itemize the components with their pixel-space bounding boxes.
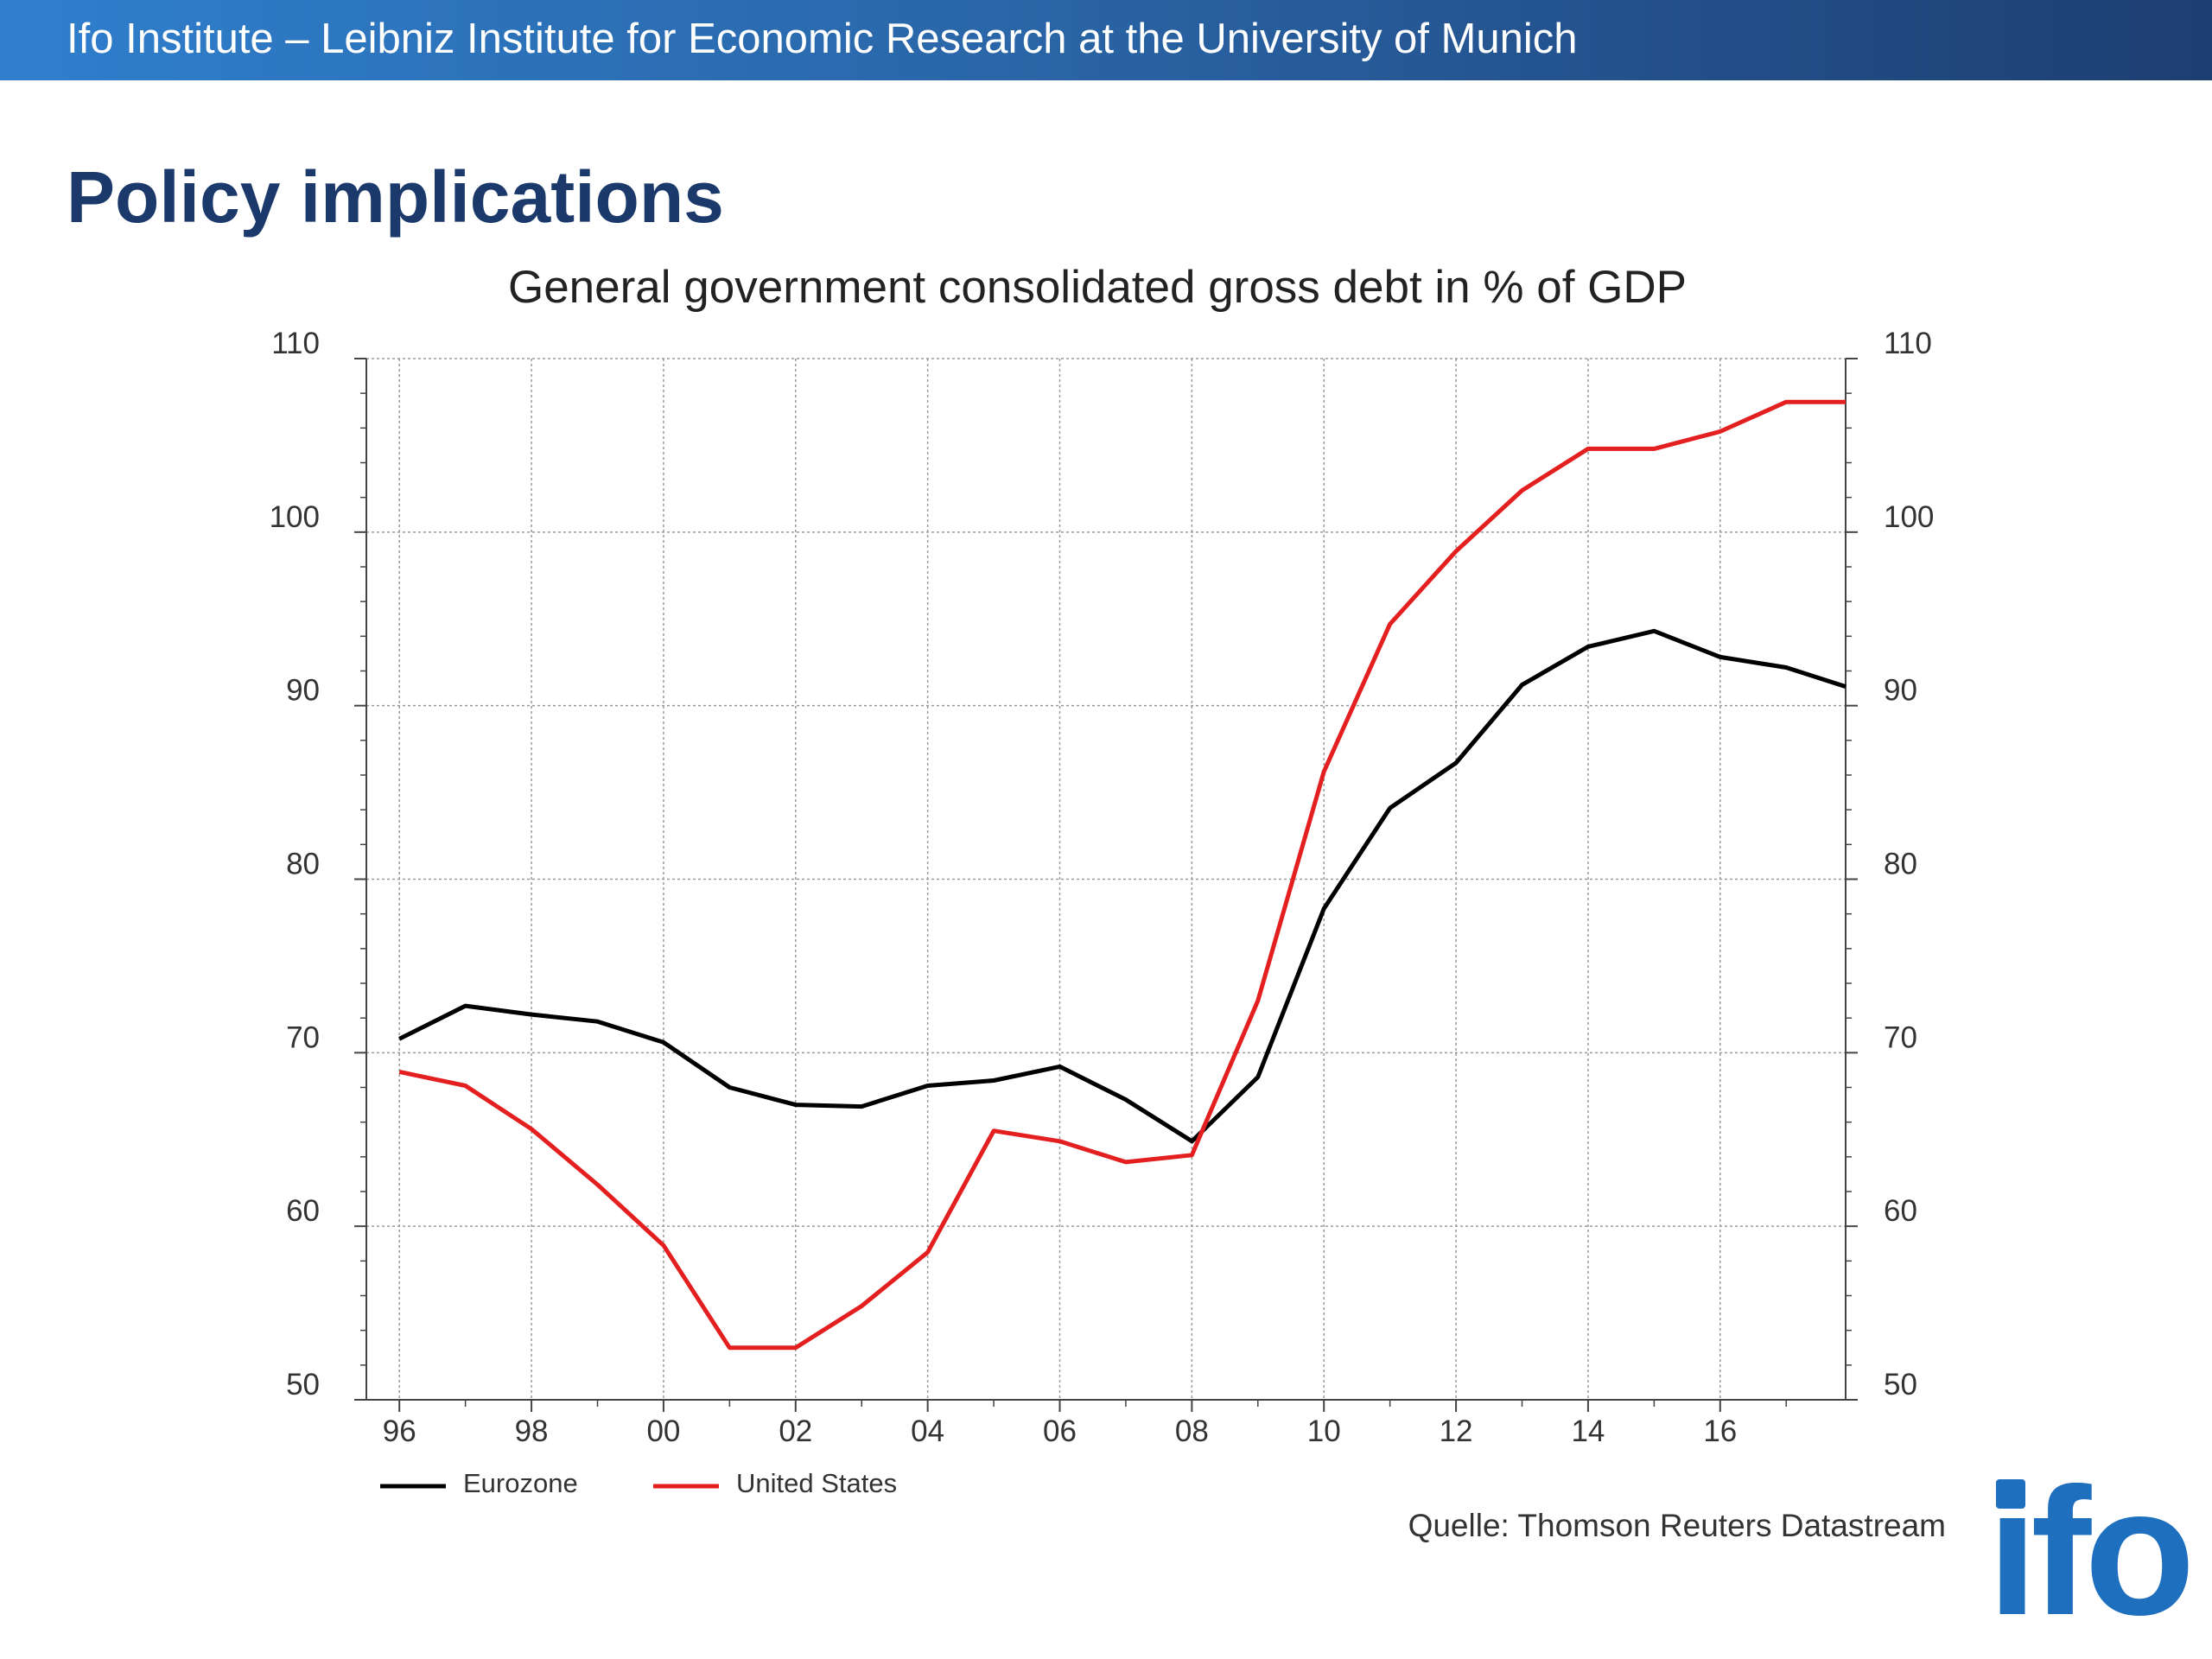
logo-dot <box>1996 1479 2025 1509</box>
y-tick-label-left: 90 <box>286 674 320 708</box>
y-tick-label-right: 60 <box>1884 1194 1917 1228</box>
y-tick-label-left: 80 <box>286 848 320 881</box>
chart-title: General government consolidated gross de… <box>508 262 1687 313</box>
y-tick-label-right: 70 <box>1884 1020 1917 1054</box>
y-tick-label-right: 100 <box>1884 500 1934 534</box>
y-tick-label-left: 70 <box>286 1020 320 1054</box>
institute-name: Ifo Institute – Leibniz Institute for Ec… <box>67 16 1578 62</box>
y-tick-label-left: 50 <box>286 1368 320 1402</box>
x-tick-label: 02 <box>779 1414 812 1448</box>
logo-text: ifo <box>1987 1469 2189 1620</box>
x-tick-label: 10 <box>1307 1414 1341 1448</box>
header-bar: Ifo Institute – Leibniz Institute for Ec… <box>0 0 2212 80</box>
series-line-eurozone <box>398 628 1847 1144</box>
series-line-united-states <box>398 399 1846 1351</box>
ifo-logo: ifo <box>1987 1469 2195 1620</box>
x-tick-label: 96 <box>383 1414 416 1448</box>
y-tick-label-left: 100 <box>270 500 320 534</box>
y-tick-label-right: 90 <box>1884 674 1917 708</box>
legend: Eurozone United States <box>380 1468 897 1498</box>
y-tick-label-right: 110 <box>1884 327 1932 360</box>
legend-label-united-states: United States <box>736 1468 897 1498</box>
grid-layer <box>366 358 1846 1401</box>
x-tick-label: 00 <box>646 1414 680 1448</box>
axis-layer: 50 50 60 60 70 70 80 80 90 90 100 100 110 110 96 98 00 02… <box>270 327 1935 1448</box>
legend-label-eurozone: Eurozone <box>463 1468 578 1498</box>
x-tick-label: 06 <box>1043 1414 1077 1448</box>
series-layer <box>398 399 1847 1351</box>
x-tick-label: 08 <box>1175 1414 1209 1448</box>
x-tick-label: 04 <box>911 1414 944 1448</box>
x-tick-label: 98 <box>515 1414 549 1448</box>
y-tick-label-left: 60 <box>286 1194 320 1228</box>
y-tick-label-right: 80 <box>1884 848 1917 881</box>
x-tick-label: 12 <box>1440 1414 1473 1448</box>
slide-title: Policy implications <box>67 156 724 238</box>
source-note: Quelle: Thomson Reuters Datastream <box>1408 1508 1946 1543</box>
y-tick-label-right: 50 <box>1884 1368 1917 1402</box>
y-tick-label-left: 110 <box>271 327 320 360</box>
x-tick-label: 16 <box>1703 1414 1737 1448</box>
x-tick-label: 14 <box>1571 1414 1605 1448</box>
